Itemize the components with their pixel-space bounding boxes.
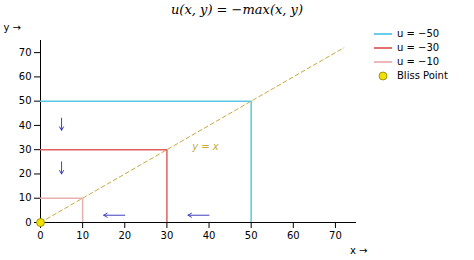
svg-text:50: 50 bbox=[245, 230, 258, 241]
svg-text:x →: x → bbox=[350, 245, 367, 256]
svg-text:10: 10 bbox=[19, 192, 32, 203]
svg-text:20: 20 bbox=[19, 168, 32, 179]
svg-text:70: 70 bbox=[329, 230, 342, 241]
html-text:Bliss Point: Bliss Point bbox=[397, 70, 448, 81]
html-text:u = −10: u = −10 bbox=[397, 56, 440, 67]
svg-text:30: 30 bbox=[161, 230, 174, 241]
svg-text:60: 60 bbox=[287, 230, 300, 241]
svg-text:y = x: y = x bbox=[191, 141, 219, 152]
svg-text:10: 10 bbox=[76, 230, 89, 241]
html-text:u = −30: u = −30 bbox=[397, 42, 440, 53]
svg-text:20: 20 bbox=[118, 230, 131, 241]
svg-text:0: 0 bbox=[25, 217, 31, 228]
svg-text:50: 50 bbox=[19, 95, 32, 106]
svg-text:30: 30 bbox=[19, 144, 32, 155]
svg-text:70: 70 bbox=[19, 47, 32, 58]
svg-text:40: 40 bbox=[203, 230, 216, 241]
html-text:u = −50: u = −50 bbox=[397, 28, 440, 39]
svg-text:60: 60 bbox=[19, 71, 32, 82]
svg-text:40: 40 bbox=[19, 120, 32, 131]
html-text:u(x, y) = −max(x, y): u(x, y) = −max(x, y) bbox=[171, 2, 303, 17]
svg-text:0: 0 bbox=[37, 230, 43, 241]
svg-text:y →: y → bbox=[4, 22, 21, 33]
